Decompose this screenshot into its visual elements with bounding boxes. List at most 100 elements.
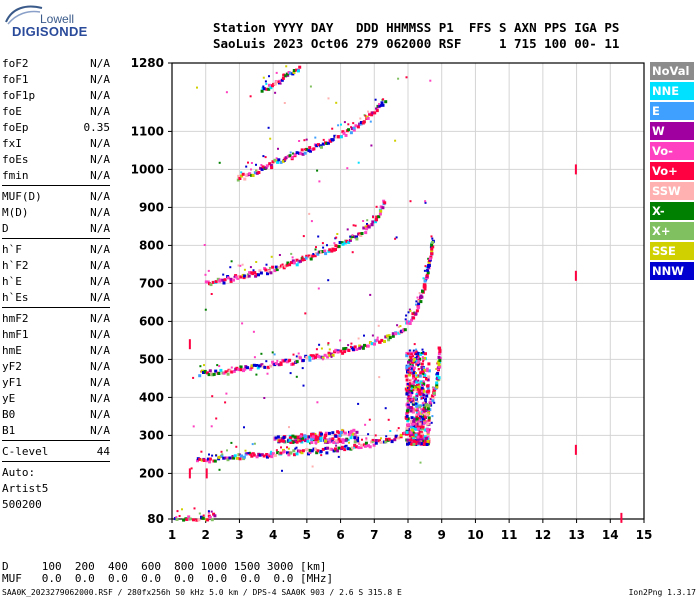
echo-point <box>192 518 195 522</box>
echo-point <box>358 442 361 445</box>
echo-point <box>341 242 345 246</box>
echo-point <box>255 171 259 175</box>
cluster-point <box>331 437 335 441</box>
cluster-point <box>319 439 323 442</box>
cluster-point <box>314 436 318 440</box>
echo-point <box>418 292 421 294</box>
param-row: h`F2 N/A <box>2 258 110 274</box>
param-name: foF2 <box>2 57 29 70</box>
echo-point <box>282 450 286 454</box>
echo-point <box>320 347 323 350</box>
echo-point <box>374 218 378 222</box>
echo-point <box>404 318 407 321</box>
x-tick-label: 8 <box>404 528 412 542</box>
x-tick-label: 2 <box>202 528 210 542</box>
echo-point <box>204 280 208 284</box>
echo-point <box>185 518 189 521</box>
noise-point <box>204 308 207 311</box>
cluster-point <box>425 443 429 446</box>
noise-point <box>370 144 373 147</box>
echo-point <box>222 281 226 285</box>
cluster-point <box>424 437 428 440</box>
echo-point <box>309 149 312 153</box>
echo-point <box>286 154 290 158</box>
cluster-point <box>409 359 413 363</box>
echo-point <box>206 518 210 522</box>
legend-entry: E <box>650 102 694 120</box>
echo-point <box>375 205 378 208</box>
cluster-point <box>410 433 413 436</box>
echo-point <box>212 512 216 516</box>
echo-point <box>245 275 249 279</box>
echo-point <box>231 455 234 457</box>
param-name: h`F <box>2 243 22 256</box>
streak-point <box>406 397 409 400</box>
cluster-point <box>344 438 348 442</box>
echo-point <box>435 381 439 385</box>
echo-point <box>321 447 325 451</box>
echo-point <box>308 358 312 362</box>
streak-point <box>407 395 410 398</box>
param-row: yF1 N/A <box>2 375 110 391</box>
echo-point <box>176 510 179 513</box>
cluster-point <box>413 379 417 383</box>
echo-point <box>290 261 293 265</box>
cluster-point <box>424 412 427 415</box>
echo-point <box>355 347 359 351</box>
echo-point <box>295 68 299 72</box>
noise-point <box>413 343 416 346</box>
echo-point <box>367 110 370 113</box>
cluster-point <box>306 438 310 442</box>
echo-point <box>223 278 227 282</box>
cluster-point <box>337 437 341 441</box>
echo-point <box>318 355 322 359</box>
echo-point <box>313 354 316 357</box>
echo-point <box>432 389 436 392</box>
noise-point <box>368 418 371 421</box>
echo-point <box>210 518 214 522</box>
param-row: B0 N/A <box>2 407 110 423</box>
echo-point <box>260 164 263 166</box>
echo-point <box>250 168 252 171</box>
cluster-point <box>349 436 353 440</box>
echo-point <box>391 332 395 336</box>
streak-point <box>407 409 410 411</box>
cluster-point <box>408 441 411 445</box>
param-row: h`E N/A <box>2 274 110 290</box>
echo-point <box>277 266 281 269</box>
echo-point <box>275 80 279 84</box>
echo-point <box>208 516 212 519</box>
cluster-point <box>415 417 419 421</box>
param-name: foF1p <box>2 89 36 102</box>
echo-point <box>200 450 203 453</box>
echo-point <box>329 139 333 143</box>
noise-point <box>335 101 338 104</box>
echo-point <box>339 349 343 353</box>
echo-point <box>253 442 256 445</box>
param-value: N/A <box>90 291 110 304</box>
cluster-point <box>412 419 416 423</box>
echo-point <box>270 455 274 459</box>
y-tick-label: 900 <box>139 200 164 214</box>
echo-point <box>309 442 312 445</box>
streak-point <box>406 405 409 408</box>
cluster-point <box>338 434 342 437</box>
echo-point <box>380 101 384 105</box>
noise-point <box>267 126 270 129</box>
cluster-point <box>354 437 358 441</box>
param-name: B0 <box>2 408 16 421</box>
streak-point <box>410 355 413 358</box>
echo-point <box>327 249 331 253</box>
noise-point <box>369 293 372 296</box>
echo-point <box>312 447 316 451</box>
echo-point <box>260 453 264 457</box>
noise-point <box>218 468 221 471</box>
echo-point <box>348 238 352 242</box>
streak-point <box>421 384 424 386</box>
streak-point <box>422 351 425 353</box>
echo-point <box>258 269 262 273</box>
param-value: N/A <box>90 275 110 288</box>
echo-point <box>325 451 329 455</box>
echo-point <box>248 451 251 454</box>
param-value: 0.35 <box>83 121 111 134</box>
